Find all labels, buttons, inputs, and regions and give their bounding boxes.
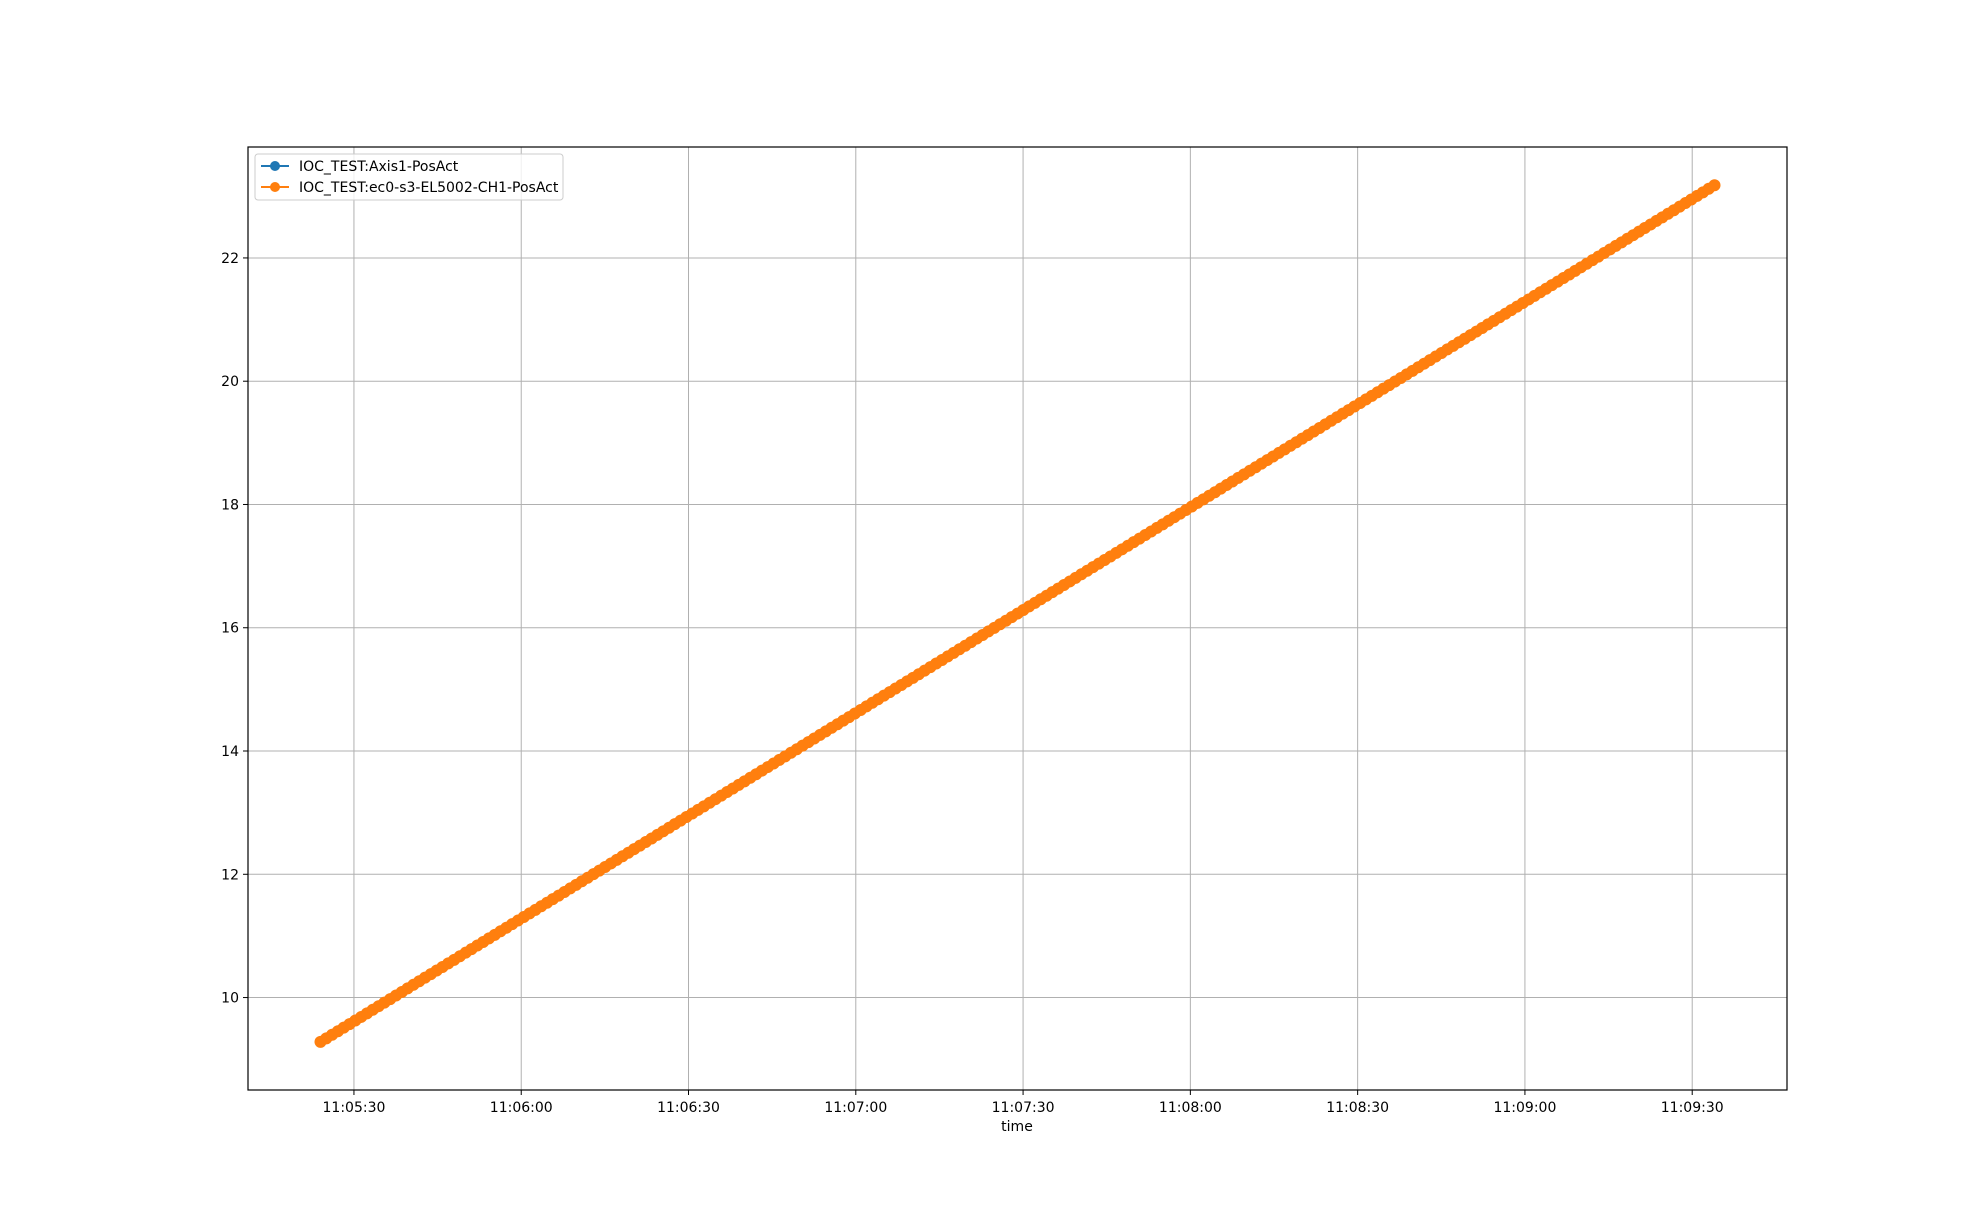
x-tick-label: 11:09:30 xyxy=(1661,1100,1724,1116)
x-axis: 11:05:30 11:06:00 11:06:30 11:07:00 11:07:30… xyxy=(323,1090,1724,1116)
y-tick-label: 22 xyxy=(221,251,239,267)
legend-label-el5002: IOC_TEST:ec0-s3-EL5002-CH1-PosAct xyxy=(299,180,559,196)
y-tick-label: 18 xyxy=(221,497,239,513)
data-point xyxy=(1708,179,1721,192)
legend-entry: IOC_TEST:Axis1-PosAct xyxy=(261,159,459,175)
x-tick-label: 11:08:00 xyxy=(1159,1100,1222,1116)
y-tick-label: 10 xyxy=(221,991,239,1007)
x-tick-label: 11:05:30 xyxy=(323,1100,386,1116)
x-tick-label: 11:08:30 xyxy=(1326,1100,1389,1116)
legend-entry: IOC_TEST:ec0-s3-EL5002-CH1-PosAct xyxy=(261,180,559,196)
grid xyxy=(248,147,1787,1090)
plot-area-frame xyxy=(247,146,1788,1091)
legend-swatch-marker xyxy=(270,182,280,192)
y-axis: 10 12 14 16 18 20 22 xyxy=(221,251,248,1007)
legend-label-axis1: IOC_TEST:Axis1-PosAct xyxy=(299,159,459,175)
y-tick-label: 14 xyxy=(221,744,239,760)
x-tick-label: 11:07:00 xyxy=(824,1100,887,1116)
legend-box xyxy=(254,153,564,201)
series-layer xyxy=(314,179,1721,1048)
x-tick-label: 11:06:30 xyxy=(657,1100,720,1116)
x-tick-label: 11:09:00 xyxy=(1493,1100,1556,1116)
legend: IOC_TEST:Axis1-PosAct IOC_TEST:ec0-s3-EL… xyxy=(254,153,564,201)
x-tick-label: 11:07:30 xyxy=(992,1100,1055,1116)
y-tick-label: 12 xyxy=(221,867,239,883)
series-el5002-ch1-posact xyxy=(314,179,1721,1048)
legend-swatch-marker xyxy=(270,161,280,171)
x-axis-title: time xyxy=(1001,1119,1033,1135)
x-tick-label: 11:06:00 xyxy=(490,1100,553,1116)
y-tick-label: 20 xyxy=(221,374,239,390)
y-tick-label: 16 xyxy=(221,621,239,637)
